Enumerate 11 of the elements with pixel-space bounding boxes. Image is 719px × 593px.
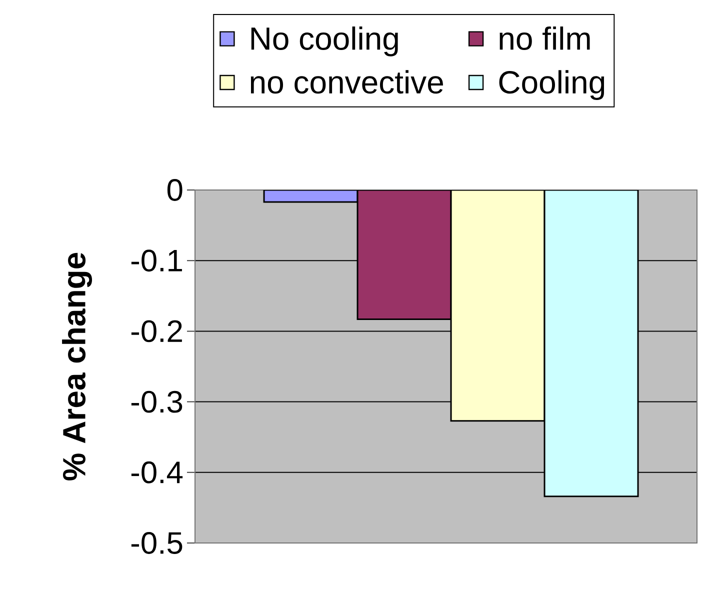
y-axis-title: % Area change [62,252,92,480]
y-tick-label: -0.5 [131,532,182,554]
legend-label: no film [500,26,590,50]
legend-label: Cooling [499,70,604,100]
y-tick-label: -0.1 [131,250,182,272]
y-tick-label: 0 [167,179,182,201]
legend-label: No cooling [251,26,398,56]
legend-label: no convective [250,70,443,94]
y-tick-label: -0.3 [131,390,182,413]
y-tick-label: -0.4 [131,461,183,484]
y-tick-label: -0.2 [131,320,182,342]
